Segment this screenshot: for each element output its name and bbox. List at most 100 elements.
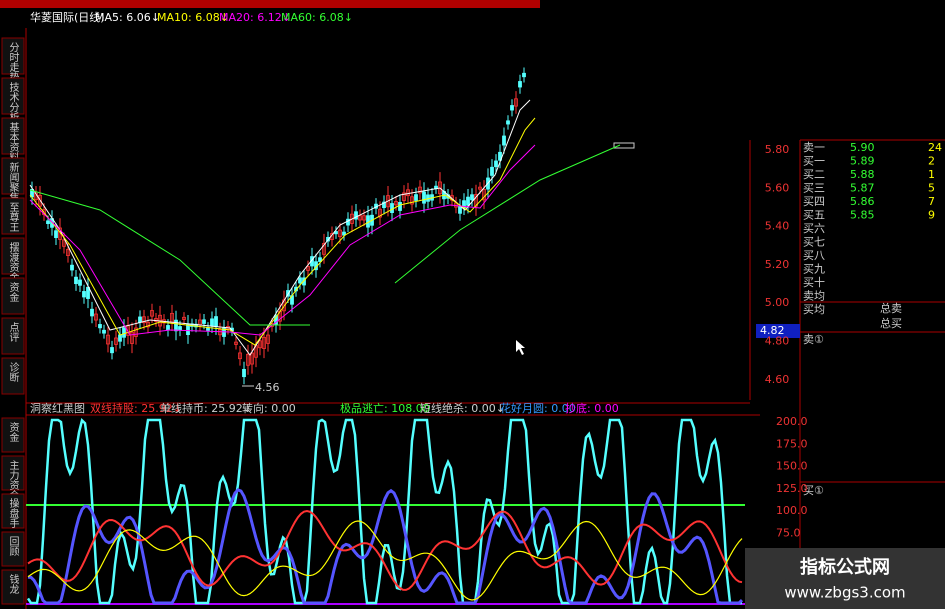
candle-body: [102, 329, 106, 334]
book-price: 5.88: [850, 168, 875, 181]
book-volume: 2: [928, 155, 935, 168]
indicator-readout: 转向: 0.00: [242, 401, 296, 415]
candle-body: [414, 194, 418, 201]
sidebar-tab[interactable]: [1, 493, 25, 529]
ma60-line: [29, 189, 310, 326]
candle-body: [142, 316, 146, 324]
candle-body: [210, 318, 214, 327]
sidebar-tab[interactable]: [1, 157, 25, 195]
sidebar-tab[interactable]: [1, 277, 25, 315]
candle-body: [238, 352, 242, 360]
indicator-tick: 200.0: [776, 415, 808, 428]
sidebar-label: 钱龙: [7, 573, 19, 594]
sidebar-tab[interactable]: [1, 417, 25, 453]
book-marker: 卖①: [803, 333, 824, 346]
candle-body: [490, 166, 494, 176]
candle-body: [258, 340, 262, 349]
candle-body: [266, 334, 270, 344]
candle-body: [302, 277, 306, 286]
sidebar-tab[interactable]: [1, 197, 25, 235]
candle-body: [482, 188, 486, 201]
candle-body: [406, 189, 410, 197]
candle-body: [70, 264, 74, 271]
candle-body: [214, 316, 218, 327]
candle-body: [262, 336, 266, 349]
candle-body: [114, 337, 118, 345]
book-volume: 9: [928, 209, 935, 222]
sidebar-tab[interactable]: [1, 317, 25, 355]
candle-body: [154, 318, 158, 322]
indicator-readout: 短线绝杀: 0.00↓: [420, 401, 505, 415]
book-label: 买七: [803, 236, 825, 249]
sidebar-label: 技术分析: [7, 81, 19, 123]
indicator-readout: 单线持币: 25.92↓: [160, 401, 252, 415]
indicator-line: [27, 520, 743, 601]
candle-body: [322, 242, 326, 255]
sidebar-tab[interactable]: [1, 455, 25, 491]
candle-body: [466, 196, 470, 206]
menu-bar[interactable]: [0, 0, 540, 8]
candle-body: [518, 81, 522, 88]
ma-readout: MA10: 6.08↓: [157, 11, 229, 24]
price-tick: 5.00: [765, 296, 790, 309]
candle-body: [358, 215, 362, 221]
book-label: 卖均: [803, 290, 825, 303]
book-marker: 买①: [803, 484, 824, 497]
indicator-tick: 125.0: [776, 482, 808, 495]
book-volume: 24: [928, 141, 942, 154]
sidebar-tab[interactable]: [1, 531, 25, 567]
candle-body: [130, 331, 134, 344]
candle-body: [494, 160, 498, 168]
book-label: 卖一: [803, 141, 825, 154]
sidebar-tab[interactable]: [1, 37, 25, 75]
candle-body: [378, 208, 382, 218]
indicator-readout: 花好月圆: 0.00: [500, 401, 576, 415]
candle-body: [470, 194, 474, 201]
candle-body: [478, 186, 482, 190]
candle-body: [338, 229, 342, 238]
sidebar-tab[interactable]: [1, 117, 25, 155]
candle-body: [146, 321, 150, 328]
watermark-url: www.zbgs3.com: [784, 584, 905, 602]
candle-body: [510, 105, 514, 111]
candle-body: [506, 120, 510, 125]
watermark-title: 指标公式网: [800, 556, 890, 578]
book-label: 买六: [803, 222, 825, 235]
candle-body: [298, 277, 302, 284]
candle-body: [182, 316, 186, 320]
candle-body: [234, 341, 238, 345]
price-tick: 5.80: [765, 143, 790, 156]
indicator-tick: 100.0: [776, 504, 808, 517]
indicator-readout: 极品逃亡: 108.00: [340, 401, 430, 415]
indicator-name: 洞察红黑图: [30, 401, 85, 415]
price-tick: 4.60: [765, 373, 790, 386]
candle-body: [46, 220, 50, 224]
sidebar-tab[interactable]: [1, 357, 25, 395]
current-price: 4.82: [760, 324, 785, 337]
candle-body: [382, 201, 386, 209]
sidebar-tab[interactable]: [1, 569, 25, 605]
book-label: 买五: [803, 209, 825, 222]
sidebar-label: 资金: [7, 282, 19, 302]
candle-body: [250, 352, 254, 365]
current-price-box: [756, 324, 800, 338]
candle-body: [94, 313, 98, 321]
sidebar-tab[interactable]: [1, 77, 25, 115]
candle-body: [122, 327, 126, 338]
candle-body: [38, 194, 42, 207]
candle-body: [418, 186, 422, 194]
candle-body: [354, 211, 358, 220]
candle-body: [402, 192, 406, 201]
book-volume: 1: [928, 168, 935, 181]
sidebar-label: 资金: [7, 422, 19, 442]
sidebar-label: 分时走势: [7, 42, 19, 83]
book-volume: 7: [928, 195, 935, 208]
sidebar-tab[interactable]: [1, 237, 25, 275]
price-tick: 5.60: [765, 181, 790, 194]
candle-body: [118, 334, 122, 342]
book-price: 5.90: [850, 141, 875, 154]
ma-readout: MA20: 6.12↓: [219, 11, 291, 24]
candle-body: [62, 239, 66, 247]
